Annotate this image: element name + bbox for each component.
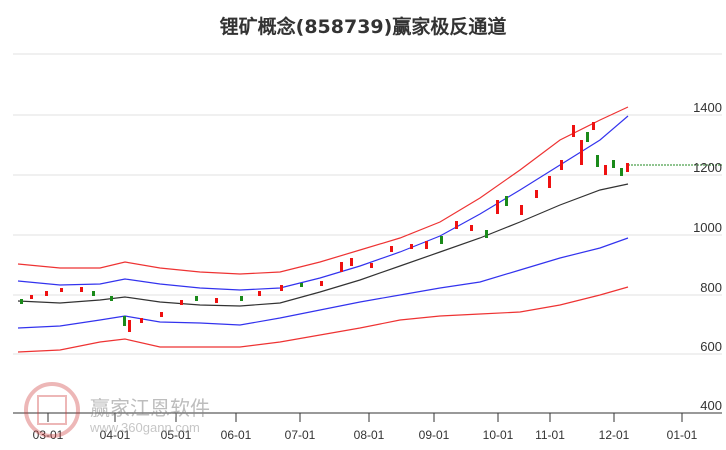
y-tick-600: 600 <box>700 339 722 354</box>
middle-black-line <box>17 183 629 307</box>
watermark-seal-icon <box>24 382 80 438</box>
gridlines <box>13 53 722 355</box>
upper-red-band <box>17 106 629 275</box>
lower-blue-band <box>17 237 629 329</box>
x-tick-label: 12-01 <box>598 428 630 442</box>
candlesticks <box>20 122 629 332</box>
upper-blue-band <box>17 115 629 291</box>
x-tick-label: 11-01 <box>535 428 565 442</box>
lower-red-band <box>17 286 629 353</box>
watermark-name: 赢家江恩软件 <box>90 396 210 420</box>
x-tick-label: 04-01 <box>99 428 131 442</box>
chart-title: 锂矿概念(858739)赢家极反通道 <box>219 16 507 38</box>
x-tick-label: 09-01 <box>418 428 450 442</box>
y-tick-1000: 1000 <box>693 220 722 235</box>
y-tick-800: 800 <box>700 280 722 295</box>
y-tick-1200: 1200 <box>693 160 722 175</box>
x-tick-label: 10-01 <box>482 428 514 442</box>
x-ticks <box>47 413 683 422</box>
x-tick-label: 03-01 <box>32 428 64 442</box>
y-tick-400: 400 <box>700 398 722 413</box>
x-tick-label: 07-01 <box>284 428 316 442</box>
x-tick-label: 06-01 <box>220 428 252 442</box>
x-tick-label: 05-01 <box>160 428 192 442</box>
watermark-url: www.360gann.com <box>90 420 200 435</box>
y-tick-1400: 1400 <box>693 100 722 115</box>
x-tick-label: 08-01 <box>353 428 385 442</box>
x-tick-label: 01-01 <box>666 428 698 442</box>
